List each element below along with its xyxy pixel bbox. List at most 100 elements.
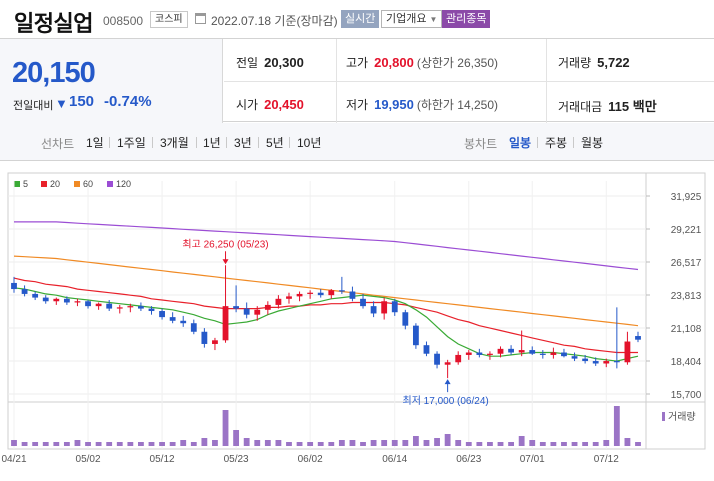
volume-bar	[32, 442, 39, 446]
date-suffix: 기준(장마감)	[274, 14, 338, 28]
x-tick-label: 05/12	[150, 454, 175, 465]
summary-divider	[336, 39, 337, 123]
x-tick-label: 05/23	[224, 454, 249, 465]
legend-label: 20	[50, 179, 60, 189]
candle-body	[138, 306, 144, 309]
price-chart[interactable]: 5 20 60 120 31,925 29,221 26,517 23,813 21,108 18…	[0, 161, 714, 476]
period-5y[interactable]: 5년	[266, 136, 284, 150]
volume-bar	[561, 442, 567, 446]
candle-monthly[interactable]: 월봉	[581, 136, 604, 150]
legend-swatch	[74, 181, 80, 187]
x-tick-label: 07/01	[520, 454, 545, 465]
market-badge: 코스피	[150, 11, 188, 28]
volume-bar	[138, 442, 144, 446]
lower-limit: (하한가 14,250)	[416, 98, 499, 112]
volume-bar	[116, 442, 123, 446]
candle-daily[interactable]: 일봉	[509, 136, 532, 150]
down-arrow-icon: ▼	[55, 96, 68, 111]
amount-label: 거래대금	[558, 100, 603, 114]
candle-body	[518, 350, 525, 353]
volume-value: 5,722	[597, 55, 630, 70]
volume-bar	[63, 442, 70, 446]
volume-bar	[159, 442, 165, 446]
prev-close-field: 전일 20,300	[236, 54, 304, 71]
candle-body	[338, 290, 345, 292]
amount-value: 115 백만	[608, 99, 657, 114]
candlestick-chart-svg: 5 20 60 12031,92529,22126,51723,81321,10818…	[1, 172, 706, 465]
volume-bar	[222, 410, 229, 446]
candle-body	[592, 361, 599, 364]
volume-bar	[286, 442, 292, 446]
volume-bar	[243, 438, 250, 446]
volume-bar	[571, 442, 578, 446]
volume-bar	[338, 440, 345, 446]
company-overview-button[interactable]: 기업개요 ▼	[381, 10, 443, 28]
candle-body	[465, 352, 472, 355]
candle-body	[95, 303, 102, 307]
base-date: 2022.07.18 기준(장마감)	[211, 12, 338, 29]
volume-label: 거래량	[558, 56, 592, 70]
volume-bar	[201, 438, 208, 446]
y-tick-label: 29,221	[671, 225, 702, 236]
volume-bar	[444, 434, 451, 446]
period-1y[interactable]: 1년	[203, 136, 221, 150]
period-3m[interactable]: 3개월	[160, 136, 189, 150]
x-tick-label: 04/21	[1, 454, 26, 465]
period-10y[interactable]: 10년	[297, 136, 322, 150]
volume-bar	[180, 440, 187, 446]
ma20-line	[13, 277, 638, 354]
volume-bar	[465, 442, 472, 446]
volume-bar	[106, 442, 113, 446]
legend-swatch	[14, 181, 20, 187]
candle-body	[190, 323, 197, 332]
realtime-button[interactable]: 실시간	[341, 10, 380, 28]
summary-divider	[546, 39, 547, 123]
volume-bar	[296, 442, 303, 446]
volume-bar	[487, 442, 493, 446]
low-field: 저가 19,950 (하한가 14,250)	[346, 96, 498, 113]
candle-body	[423, 345, 430, 354]
open-value: 20,450	[264, 97, 304, 112]
volume-bar	[127, 442, 134, 446]
y-tick-label: 31,925	[671, 192, 702, 203]
volume-bar	[603, 440, 610, 446]
candle-body	[222, 306, 229, 341]
candle-body	[63, 298, 70, 303]
chart-frame	[7, 172, 706, 450]
volume-bar	[360, 442, 366, 446]
amount-field: 거래대금 115 백만	[558, 96, 657, 115]
volume-bar	[169, 442, 176, 446]
current-price: 20,150	[12, 57, 96, 89]
volume-bar	[412, 436, 419, 446]
volume-bar	[550, 442, 557, 446]
summary-divider	[224, 81, 714, 82]
period-1w[interactable]: 1주일	[117, 136, 146, 150]
ma60-line	[13, 255, 639, 327]
candle-body	[243, 308, 250, 315]
candle-body	[603, 361, 610, 364]
candle-body	[85, 301, 91, 307]
period-3y[interactable]: 3년	[234, 136, 252, 150]
candle-body	[476, 352, 483, 355]
candle-body	[254, 309, 261, 315]
volume-bar	[307, 442, 314, 446]
high-arrow-head	[222, 259, 229, 265]
candle-body	[116, 307, 123, 309]
toolbar-separator	[226, 137, 227, 148]
candle-body	[275, 298, 282, 305]
period-1d[interactable]: 1일	[86, 136, 104, 150]
candle-weekly[interactable]: 주봉	[545, 136, 568, 150]
open-label: 시가	[236, 98, 259, 112]
open-field: 시가 20,450	[236, 96, 304, 113]
candle-body	[212, 340, 218, 344]
candle-body	[412, 325, 419, 346]
y-tick-label: 18,404	[671, 357, 702, 368]
candle-body	[169, 317, 176, 321]
volume-bar	[497, 442, 504, 446]
prev-close-value: 20,300	[264, 55, 304, 70]
stock-header: 일정실업 008500 코스피 2022.07.18 기준(장마감) 실시간 기…	[0, 0, 714, 38]
volume-bar	[349, 440, 356, 446]
volume-bar	[613, 406, 620, 446]
managed-stock-badge[interactable]: 관리종목	[442, 10, 491, 28]
candle-body	[201, 331, 208, 344]
